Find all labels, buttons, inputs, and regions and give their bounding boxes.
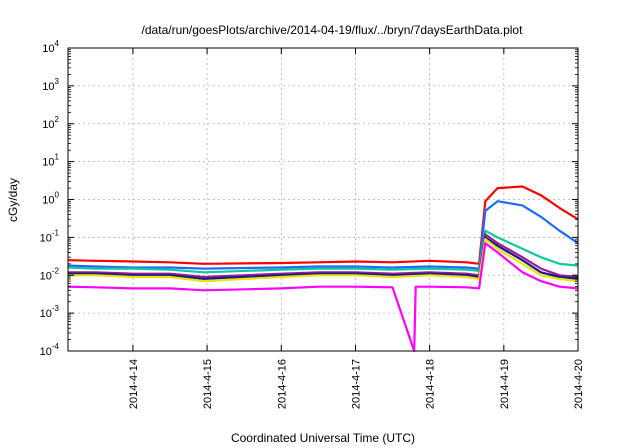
y-tick-label: 100 — [42, 191, 59, 207]
chart-title: /data/run/goesPlots/archive/2014-04-19/f… — [142, 23, 524, 37]
series-line-6 — [68, 238, 579, 283]
x-tick-label: 2014-4-19 — [499, 359, 511, 409]
ticks: 10-4 10-3 10-2 10-1 100 101 102 103 104 2014-4-14… — [40, 39, 585, 409]
series-line-2 — [67, 200, 579, 270]
x-tick-label: 2014-4-18 — [425, 359, 437, 409]
y-tick-label: 101 — [42, 153, 59, 169]
series-line-4 — [68, 233, 579, 279]
series-line-7 — [67, 242, 579, 353]
y-tick-label: 102 — [42, 115, 59, 131]
x-tick-label: 2014-4-16 — [276, 359, 288, 409]
y-tick-label: 10-1 — [40, 228, 60, 244]
series-line-5 — [68, 236, 579, 280]
series-layer — [67, 185, 579, 353]
x-tick-label: 2014-4-20 — [573, 359, 585, 409]
y-tick-label: 104 — [42, 39, 59, 55]
series-line-3 — [67, 229, 579, 274]
series-line-1 — [67, 185, 579, 265]
y-tick-label: 103 — [42, 77, 59, 93]
x-axis-label: Coordinated Universal Time (UTC) — [231, 431, 415, 445]
x-tick-label: 2014-4-15 — [202, 359, 214, 409]
y-tick-label: 10-3 — [40, 304, 60, 320]
plot-area: 10-4 10-3 10-2 10-1 100 101 102 103 104 2014-4-14… — [40, 39, 585, 409]
y-tick-label: 10-4 — [40, 342, 60, 358]
x-tick-label: 2014-4-17 — [350, 359, 362, 409]
y-tick-label: 10-2 — [40, 266, 60, 282]
y-axis-label: cGy/day — [6, 178, 20, 222]
x-tick-label: 2014-4-14 — [128, 359, 140, 409]
grid — [68, 48, 578, 351]
